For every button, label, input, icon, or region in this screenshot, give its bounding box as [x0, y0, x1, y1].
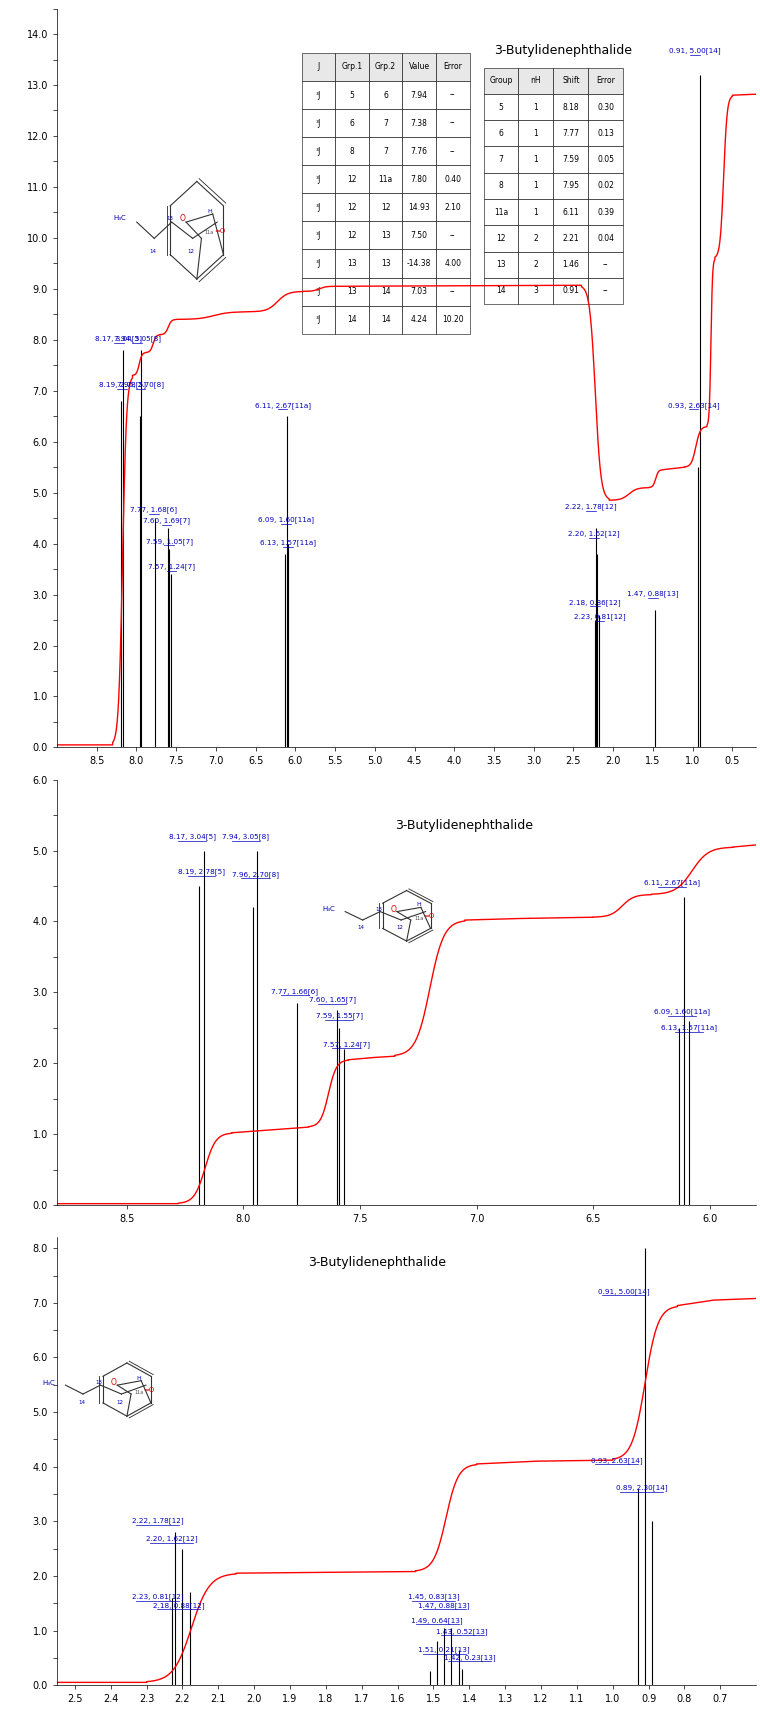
Text: 3-Butylidenephthalide: 3-Butylidenephthalide: [395, 819, 533, 832]
Text: 7.94, 3.05[8]: 7.94, 3.05[8]: [222, 834, 269, 839]
Text: O: O: [179, 214, 185, 223]
Text: 12: 12: [396, 925, 404, 930]
Text: =O: =O: [214, 228, 225, 233]
Text: 13: 13: [166, 216, 174, 221]
Text: 6.09, 1.60[11a]: 6.09, 1.60[11a]: [258, 517, 314, 523]
Text: 1.47, 0.88[13]: 1.47, 0.88[13]: [419, 1603, 470, 1608]
Text: 7.57, 1.24[7]: 7.57, 1.24[7]: [148, 563, 195, 570]
Text: 0.93, 2.63[14]: 0.93, 2.63[14]: [667, 402, 719, 408]
Text: 11a: 11a: [135, 1390, 144, 1395]
Text: 7.94, 3.05[8]: 7.94, 3.05[8]: [114, 336, 161, 341]
Text: 1.43, 0.52[13]: 1.43, 0.52[13]: [436, 1628, 488, 1635]
Text: 1.47, 0.88[13]: 1.47, 0.88[13]: [627, 590, 679, 597]
Text: 7.77, 1.66[6]: 7.77, 1.66[6]: [271, 988, 318, 995]
Text: 6.11, 2.67[11a]: 6.11, 2.67[11a]: [255, 402, 311, 408]
Text: 7.60, 1.69[7]: 7.60, 1.69[7]: [143, 518, 190, 525]
Text: 14: 14: [149, 249, 157, 254]
Text: 6.13, 1.57[11a]: 6.13, 1.57[11a]: [260, 539, 316, 546]
Text: 8.17, 3.04[5]: 8.17, 3.04[5]: [169, 834, 216, 839]
Text: 14: 14: [358, 925, 365, 930]
Text: 2.20, 1.62[12]: 2.20, 1.62[12]: [146, 1536, 198, 1543]
Text: 7.96, 2.70[8]: 7.96, 2.70[8]: [232, 870, 279, 877]
Text: H₃C: H₃C: [43, 1380, 55, 1387]
Text: 2.22, 1.78[12]: 2.22, 1.78[12]: [565, 505, 617, 510]
Text: 0.93, 2.63[14]: 0.93, 2.63[14]: [591, 1457, 642, 1464]
Text: 0.89, 2.30[14]: 0.89, 2.30[14]: [616, 1484, 667, 1491]
Text: 2.18, 0.88[12]: 2.18, 0.88[12]: [153, 1603, 204, 1608]
Text: =O: =O: [144, 1387, 155, 1392]
Text: 6.13, 1.57[11a]: 6.13, 1.57[11a]: [660, 1024, 717, 1031]
Text: 11a: 11a: [205, 230, 214, 235]
Text: 7.96, 2.70[8]: 7.96, 2.70[8]: [117, 381, 164, 388]
Text: 6.09, 1.60[11a]: 6.09, 1.60[11a]: [654, 1009, 710, 1016]
Text: 14: 14: [78, 1400, 85, 1405]
Text: 0.91, 5.00[14]: 0.91, 5.00[14]: [597, 1289, 649, 1294]
Text: 1.51, 0.21[13]: 1.51, 0.21[13]: [419, 1647, 470, 1654]
Text: 7.59, 1.55[7]: 7.59, 1.55[7]: [315, 1012, 363, 1019]
Text: 11a: 11a: [414, 916, 423, 921]
Text: =O: =O: [423, 913, 435, 918]
Text: 8.19, 2.78[5]: 8.19, 2.78[5]: [99, 381, 146, 388]
Text: 8.17, 3.04[5]: 8.17, 3.04[5]: [96, 336, 142, 341]
Text: 7.60, 1.65[7]: 7.60, 1.65[7]: [309, 997, 356, 1004]
Text: 13: 13: [96, 1380, 103, 1385]
Text: 7.57, 1.24[7]: 7.57, 1.24[7]: [322, 1042, 369, 1048]
Text: 1.42, 0.23[13]: 1.42, 0.23[13]: [444, 1654, 496, 1661]
Text: H: H: [207, 209, 212, 214]
Text: 2.23, 0.81[12]: 2.23, 0.81[12]: [131, 1594, 183, 1601]
Text: 0.91, 5.00[14]: 0.91, 5.00[14]: [670, 48, 720, 55]
Text: H: H: [416, 903, 421, 908]
Text: 12: 12: [188, 249, 195, 254]
Text: 3-Butylidenephthalide: 3-Butylidenephthalide: [494, 45, 632, 57]
Text: 6.11, 2.67[11a]: 6.11, 2.67[11a]: [644, 879, 700, 885]
Text: H₃C: H₃C: [113, 216, 126, 221]
Text: 13: 13: [375, 908, 382, 911]
Text: 12: 12: [116, 1400, 124, 1405]
Text: 1.45, 0.83[13]: 1.45, 0.83[13]: [407, 1594, 459, 1601]
Text: O: O: [111, 1378, 117, 1388]
Text: 7.59, 1.05[7]: 7.59, 1.05[7]: [145, 537, 192, 544]
Text: H: H: [137, 1376, 141, 1381]
Text: 2.20, 1.62[12]: 2.20, 1.62[12]: [568, 530, 620, 537]
Text: 2.22, 1.78[12]: 2.22, 1.78[12]: [131, 1517, 183, 1524]
Text: 7.77, 1.68[6]: 7.77, 1.68[6]: [131, 506, 177, 513]
Text: 1.49, 0.64[13]: 1.49, 0.64[13]: [411, 1616, 463, 1623]
Text: 2.23, 0.81[12]: 2.23, 0.81[12]: [574, 613, 625, 619]
Text: 2.18, 0.86[12]: 2.18, 0.86[12]: [569, 599, 621, 606]
Text: H₃C: H₃C: [322, 906, 334, 913]
Text: 3-Butylidenephthalide: 3-Butylidenephthalide: [308, 1256, 446, 1270]
Text: O: O: [391, 904, 397, 915]
Text: 8.19, 2.78[5]: 8.19, 2.78[5]: [178, 868, 225, 875]
